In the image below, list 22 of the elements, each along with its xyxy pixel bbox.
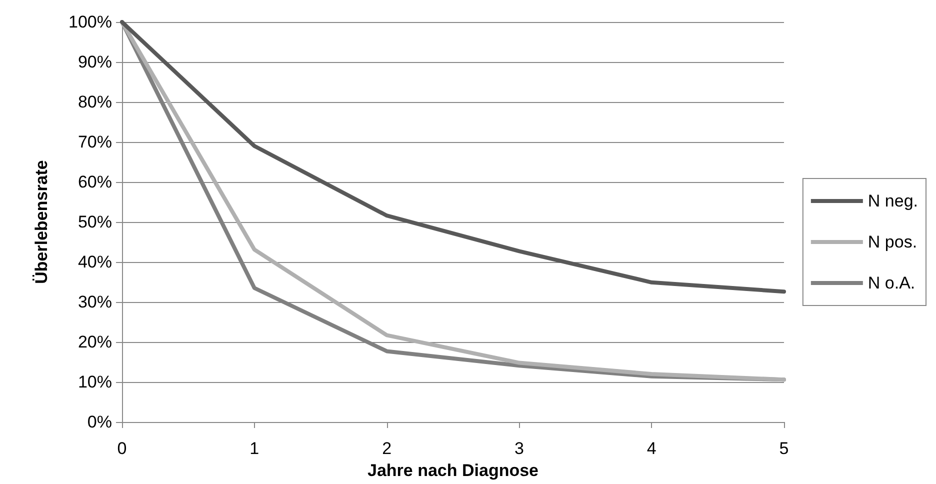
x-tick-label: 1 xyxy=(250,439,260,458)
y-axis-title: Überlebensrate xyxy=(32,160,51,284)
y-tick-label: 20% xyxy=(78,332,112,352)
y-tick-label: 70% xyxy=(78,132,112,152)
legend-label: N neg. xyxy=(868,192,918,210)
x-tick-label: 4 xyxy=(646,439,656,458)
y-tick-label: 30% xyxy=(78,292,112,312)
y-tick-label: 10% xyxy=(78,372,112,392)
x-tick-label: 3 xyxy=(514,439,524,458)
y-tick-label: 90% xyxy=(78,52,112,72)
y-tick-label: 100% xyxy=(68,12,112,32)
x-tick-label: 2 xyxy=(382,439,392,458)
x-tick-label: 5 xyxy=(779,439,789,458)
legend-label: N o.A. xyxy=(868,274,916,292)
x-axis-title: Jahre nach Diagnose xyxy=(367,461,539,480)
legend-label: N pos. xyxy=(868,232,918,252)
y-tick-label: 50% xyxy=(78,212,112,232)
y-tick-label: 80% xyxy=(78,92,112,112)
y-tick-label: 40% xyxy=(78,252,112,272)
y-tick-label: 0% xyxy=(87,412,112,432)
x-tick-label: 0 xyxy=(117,439,127,458)
y-tick-label: 60% xyxy=(78,172,112,192)
